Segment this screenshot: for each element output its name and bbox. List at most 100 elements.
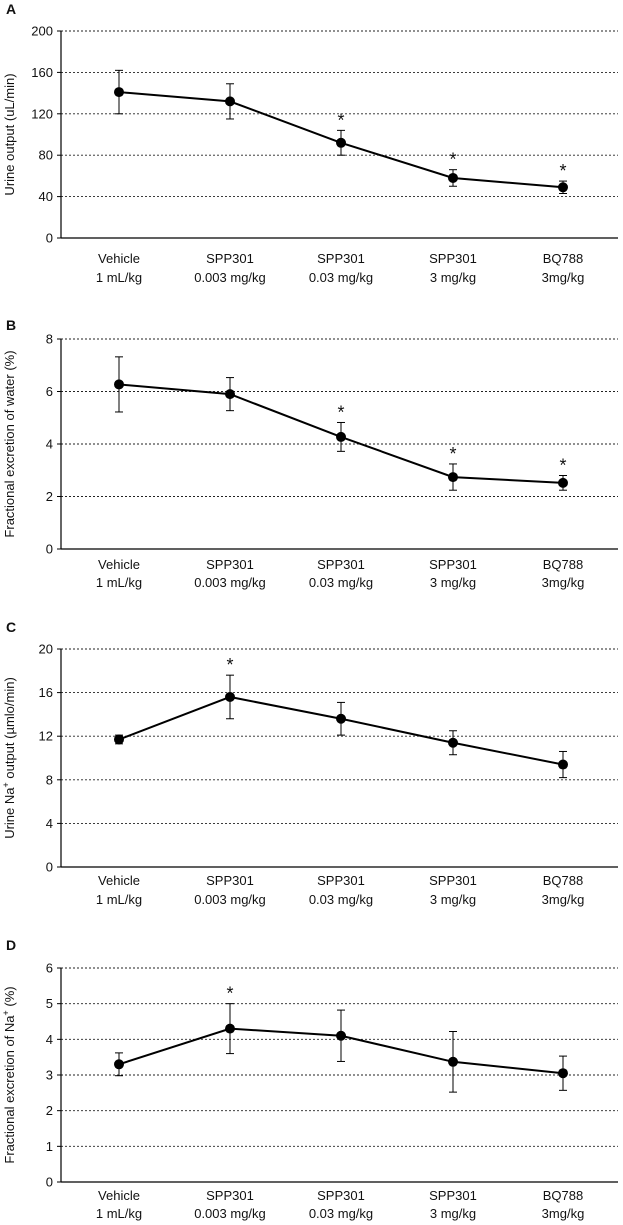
significance-star: * (226, 984, 233, 1004)
y-tick-label: 4 (46, 437, 53, 452)
panel-letter: D (6, 937, 16, 953)
category-label-line1: BQ788 (543, 873, 583, 888)
panel-letter: B (6, 317, 16, 333)
category-label-line2: 3 mg/kg (430, 270, 476, 285)
data-point (225, 691, 235, 702)
data-point (114, 734, 124, 745)
y-axis-label-superscript: + (1, 1010, 11, 1015)
y-axis-label: Fractional excretion of Na+ (%) (1, 986, 17, 1163)
significance-star: * (337, 110, 344, 130)
y-tick-label: 6 (46, 384, 53, 399)
y-tick-label: 20 (39, 642, 53, 657)
y-tick-label: 120 (31, 106, 53, 121)
category-label-line1: SPP301 (206, 1188, 254, 1203)
category-label-line2: 3 mg/kg (430, 575, 476, 590)
significance-star: * (559, 456, 566, 476)
category-label-line1: SPP301 (429, 557, 477, 572)
category-label-line1: SPP301 (317, 557, 365, 572)
category-label-line2: 0.003 mg/kg (194, 1206, 266, 1221)
category-label-line1: SPP301 (206, 251, 254, 266)
chart-panel-a: A 0 40 80 120 160 200 Urine output (uL/min) Vehi… (2, 1, 618, 285)
data-point (448, 472, 458, 483)
category-label-line1: Vehicle (98, 251, 140, 266)
chart-panel-d: D 0 1 2 3 4 5 6 Fractional excretion of Na+ (%) V… (1, 937, 618, 1221)
category-label-line2: 1 mL/kg (96, 892, 142, 907)
y-tick-label: 2 (46, 489, 53, 504)
category-label-line1: SPP301 (317, 1188, 365, 1203)
data-point (225, 1023, 235, 1034)
category-label-line2: 0.03 mg/kg (309, 575, 373, 590)
y-axis-label: Urine Na+ output (µmlo/min) (1, 677, 17, 839)
data-point (114, 379, 124, 390)
significance-star: * (449, 150, 456, 170)
data-point (114, 87, 124, 98)
category-label-line1: SPP301 (317, 251, 365, 266)
y-tick-label: 80 (39, 148, 53, 163)
category-label-line2: 3 mg/kg (430, 1206, 476, 1221)
y-tick-label: 160 (31, 65, 53, 80)
category-label-line1: SPP301 (429, 1188, 477, 1203)
y-tick-label: 8 (46, 332, 53, 347)
y-tick-label: 12 (39, 729, 53, 744)
category-label-line1: Vehicle (98, 873, 140, 888)
data-point (558, 759, 568, 770)
category-label-line1: Vehicle (98, 557, 140, 572)
category-label-line2: 0.003 mg/kg (194, 575, 266, 590)
category-label-line2: 0.003 mg/kg (194, 270, 266, 285)
category-label-line2: 1 mL/kg (96, 575, 142, 590)
y-tick-label: 0 (46, 231, 53, 246)
data-point (336, 137, 346, 148)
y-tick-label: 4 (46, 1032, 53, 1047)
y-axis-label-main: Urine Na (2, 787, 17, 839)
category-label-line2: 1 mL/kg (96, 270, 142, 285)
category-label-line1: SPP301 (429, 251, 477, 266)
y-tick-label: 16 (39, 685, 53, 700)
y-tick-label: 0 (46, 1175, 53, 1190)
category-label-line1: SPP301 (206, 557, 254, 572)
category-label-line2: 3mg/kg (542, 575, 585, 590)
category-label-line2: 3mg/kg (542, 892, 585, 907)
category-label-line2: 0.03 mg/kg (309, 892, 373, 907)
data-point (336, 1030, 346, 1041)
y-axis-label-superscript: + (1, 782, 11, 787)
y-tick-label: 0 (46, 542, 53, 557)
y-tick-label: 8 (46, 772, 53, 787)
category-label-line1: SPP301 (206, 873, 254, 888)
y-axis-label-main: Fractional excretion of Na (2, 1015, 17, 1164)
category-label-line1: BQ788 (543, 557, 583, 572)
category-label-line1: BQ788 (543, 251, 583, 266)
category-label-line2: 1 mL/kg (96, 1206, 142, 1221)
y-tick-label: 5 (46, 996, 53, 1011)
data-point (558, 477, 568, 488)
significance-star: * (337, 402, 344, 422)
category-label-line1: BQ788 (543, 1188, 583, 1203)
category-label-line2: 3mg/kg (542, 1206, 585, 1221)
data-point (448, 737, 458, 748)
significance-star: * (226, 655, 233, 675)
data-point (114, 1059, 124, 1070)
y-tick-label: 6 (46, 961, 53, 976)
category-label-line1: Vehicle (98, 1188, 140, 1203)
category-label-line2: 0.003 mg/kg (194, 892, 266, 907)
y-tick-label: 1 (46, 1139, 53, 1154)
category-label-line2: 0.03 mg/kg (309, 1206, 373, 1221)
data-point (336, 431, 346, 442)
data-point (448, 1056, 458, 1067)
y-axis-label: Fractional excretion of water (%) (2, 350, 17, 537)
category-label-line1: SPP301 (317, 873, 365, 888)
significance-star: * (559, 161, 566, 181)
data-point (225, 389, 235, 400)
data-point (225, 96, 235, 107)
category-label-line2: 3 mg/kg (430, 892, 476, 907)
significance-star: * (449, 444, 456, 464)
panel-letter: A (6, 1, 16, 17)
chart-panel-c: C 0 4 8 12 16 20 Urine Na+ output (µmlo/min) Veh… (1, 619, 618, 907)
panel-letter: C (6, 619, 16, 635)
data-point (558, 182, 568, 193)
data-point (558, 1068, 568, 1079)
data-point (336, 713, 346, 724)
data-point (448, 172, 458, 183)
y-axis-label-tail: output (µmlo/min) (2, 677, 17, 782)
y-tick-label: 0 (46, 860, 53, 875)
